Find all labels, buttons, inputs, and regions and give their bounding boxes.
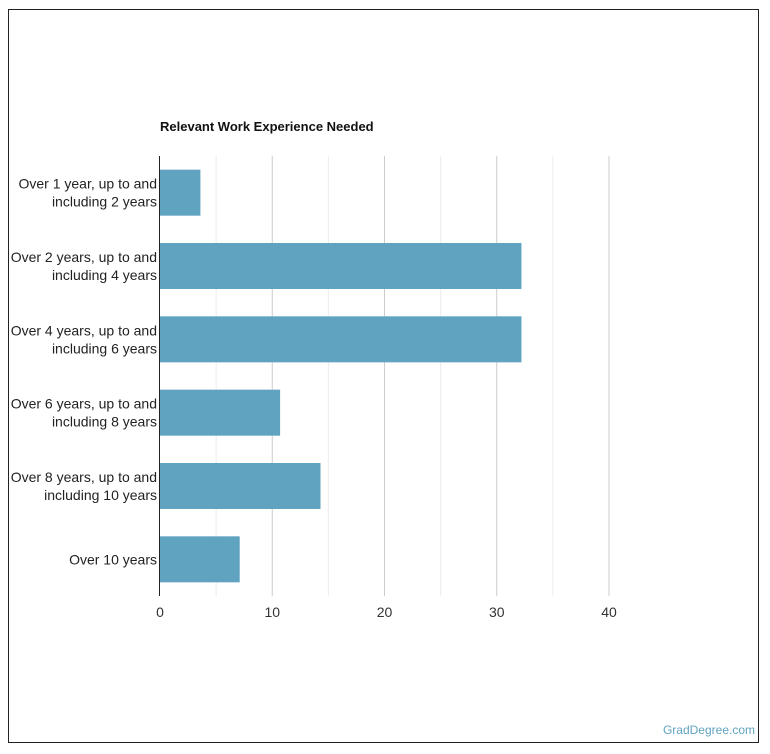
category-label-line: including 8 years xyxy=(52,414,157,430)
category-label-line: Over 1 year, up to and xyxy=(18,176,157,192)
bar xyxy=(160,316,522,363)
bar xyxy=(160,389,281,436)
chart-title: Relevant Work Experience Needed xyxy=(160,119,374,134)
category-label-line: Over 2 years, up to and xyxy=(11,249,157,265)
category-label: Over 6 years, up to and including 8 years xyxy=(11,396,157,430)
category-label-line: including 4 years xyxy=(52,267,157,283)
category-label: Over 8 years, up to and including 10 year… xyxy=(11,469,157,503)
category-label-line: including 10 years xyxy=(44,487,157,503)
category-label: Over 1 year, up to and including 2 years xyxy=(18,176,157,210)
category-label-line: Over 6 years, up to and xyxy=(11,396,157,412)
category-label-line: including 6 years xyxy=(52,340,157,356)
bar xyxy=(160,243,522,289)
bar xyxy=(160,536,240,583)
chart-frame xyxy=(8,9,759,743)
category-label: Over 4 years, up to and including 6 years xyxy=(11,322,157,356)
category-label-line: Over 8 years, up to and xyxy=(11,469,157,485)
x-tick-label: 0 xyxy=(156,604,164,620)
category-label-line: including 2 years xyxy=(52,194,157,210)
x-tick-label: 30 xyxy=(489,604,505,620)
category-label-line: Over 4 years, up to and xyxy=(11,322,157,338)
category-label-line: Over 10 years xyxy=(69,551,157,567)
x-tick-label: 10 xyxy=(264,604,280,620)
bar xyxy=(160,463,321,509)
x-tick-label: 40 xyxy=(601,604,617,620)
category-label: Over 2 years, up to and including 4 years xyxy=(11,249,157,283)
category-label: Over 10 years xyxy=(69,551,157,567)
x-tick-label: 20 xyxy=(377,604,393,620)
bar xyxy=(160,169,201,216)
credit-link[interactable]: GradDegree.com xyxy=(662,723,755,737)
